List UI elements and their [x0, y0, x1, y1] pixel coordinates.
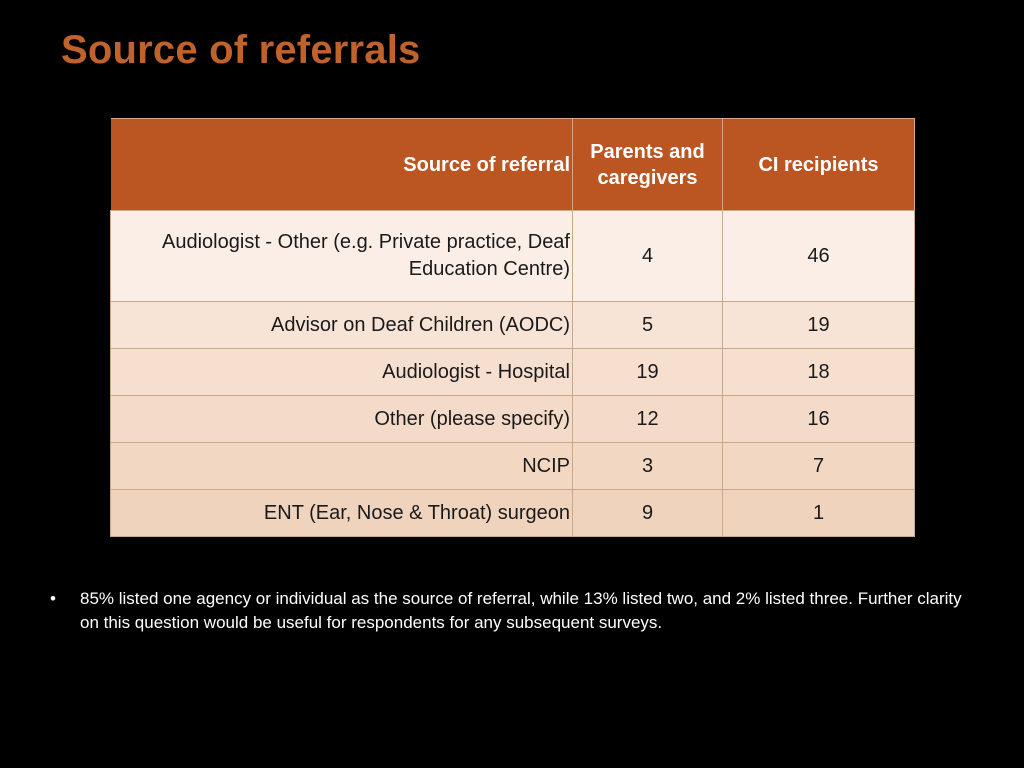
table-row: ENT (Ear, Nose & Throat) surgeon 9 1 — [110, 489, 915, 537]
cell-source: Advisor on Deaf Children (AODC) — [110, 301, 573, 349]
cell-source: NCIP — [110, 442, 573, 490]
cell-parents: 9 — [572, 489, 723, 537]
list-item: • 85% listed one agency or individual as… — [50, 587, 970, 635]
note-text: 85% listed one agency or individual as t… — [80, 589, 962, 632]
notes-list: • 85% listed one agency or individual as… — [50, 587, 970, 635]
header-ci-recipients: CI recipients — [722, 118, 915, 211]
cell-parents: 12 — [572, 395, 723, 443]
table-row: Audiologist - Hospital 19 18 — [110, 348, 915, 396]
cell-source: Audiologist - Hospital — [110, 348, 573, 396]
cell-source: Audiologist - Other (e.g. Private practi… — [110, 210, 573, 302]
cell-parents: 3 — [572, 442, 723, 490]
cell-ci: 7 — [722, 442, 915, 490]
cell-ci: 19 — [722, 301, 915, 349]
cell-parents: 5 — [572, 301, 723, 349]
cell-ci: 46 — [722, 210, 915, 302]
bullet-icon: • — [50, 589, 56, 608]
header-parents-and-caregivers: Parents and caregivers — [572, 118, 723, 211]
cell-ci: 18 — [722, 348, 915, 396]
table-row: Audiologist - Other (e.g. Private practi… — [110, 210, 915, 302]
cell-source: ENT (Ear, Nose & Throat) surgeon — [110, 489, 573, 537]
header-source-of-referral: Source of referral — [110, 118, 573, 211]
cell-source: Other (please specify) — [110, 395, 573, 443]
table-row: NCIP 3 7 — [110, 442, 915, 490]
table-row: Other (please specify) 12 16 — [110, 395, 915, 443]
slide-title: Source of referrals — [61, 28, 421, 72]
referrals-table: Source of referral Parents and caregiver… — [110, 118, 915, 537]
table-header-row: Source of referral Parents and caregiver… — [110, 118, 915, 211]
referrals-table-container: Source of referral Parents and caregiver… — [110, 118, 915, 537]
cell-ci: 16 — [722, 395, 915, 443]
cell-parents: 19 — [572, 348, 723, 396]
table-row: Advisor on Deaf Children (AODC) 5 19 — [110, 301, 915, 349]
cell-parents: 4 — [572, 210, 723, 302]
cell-ci: 1 — [722, 489, 915, 537]
